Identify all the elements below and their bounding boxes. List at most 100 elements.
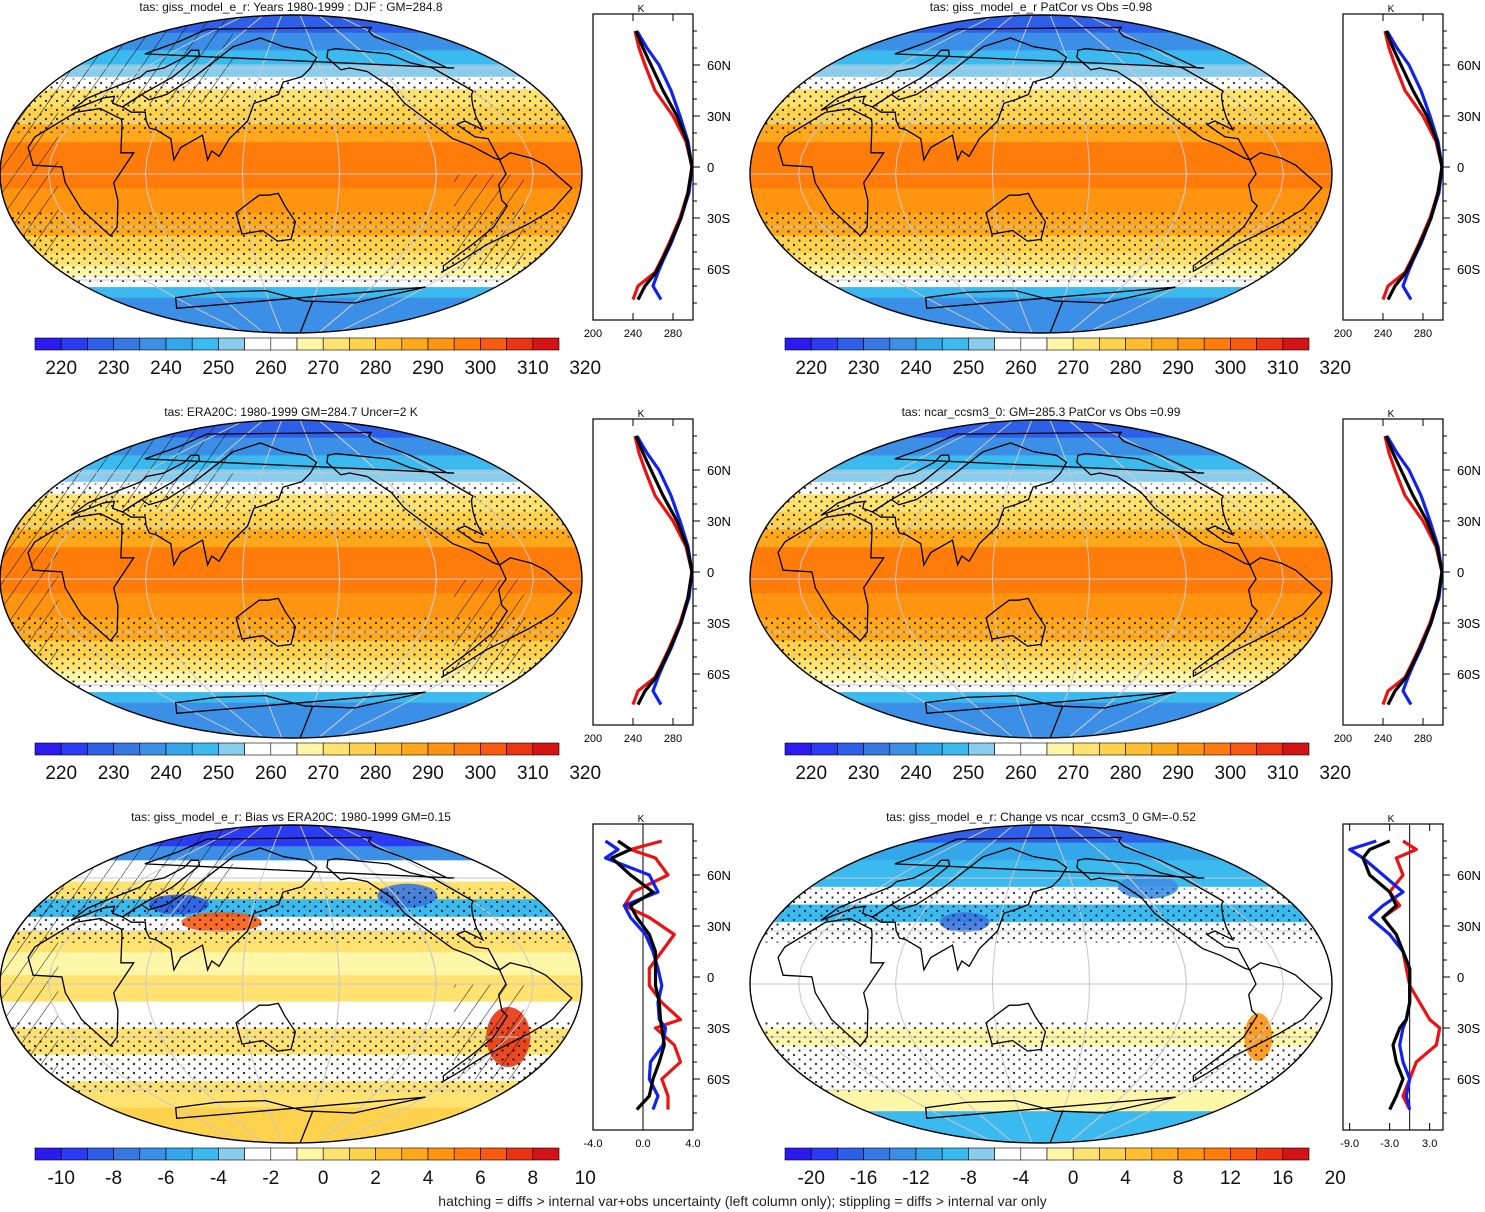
panel-title: tas: ERA20C: 1980-1999 GM=284.7 Uncer=2 … bbox=[164, 405, 417, 419]
profile-x-label: 240 bbox=[1374, 733, 1392, 745]
profile-x-label: -4.0 bbox=[584, 1138, 603, 1150]
colorbar-swatch bbox=[1203, 1147, 1231, 1161]
profile-series-black bbox=[634, 435, 694, 706]
graticule-lon bbox=[317, 825, 438, 1143]
colorbar-swatch bbox=[968, 742, 995, 756]
colorbar-swatch bbox=[375, 742, 403, 756]
colorbar-label: 290 bbox=[412, 358, 444, 379]
colorbar-swatch bbox=[427, 1147, 455, 1161]
colorbar: 220 230 240 250 260 270 280 290 300 310 320 bbox=[34, 742, 601, 784]
stippling-north bbox=[750, 483, 1332, 538]
colorbar-label: 260 bbox=[255, 763, 287, 784]
profile-lat-label: 0 bbox=[707, 970, 714, 985]
profile-lat-label: 60N bbox=[707, 463, 731, 478]
profile-lat-label: 0 bbox=[1457, 565, 1464, 580]
colorbar-swatch bbox=[1072, 337, 1100, 351]
colorbar-label: 0 bbox=[318, 1168, 329, 1189]
colorbar-swatch bbox=[401, 337, 429, 351]
colorbar-swatch bbox=[994, 742, 1022, 756]
colorbar-swatch bbox=[60, 337, 88, 351]
profile-lat-label: 0 bbox=[1457, 970, 1464, 985]
profile-lat-label: 60N bbox=[707, 868, 731, 883]
latitude-band bbox=[750, 1090, 1332, 1112]
colorbar-swatch bbox=[401, 1147, 429, 1161]
colorbar-label: 240 bbox=[900, 358, 932, 379]
latitude-band bbox=[750, 142, 1332, 189]
coastline-antarctica bbox=[174, 286, 426, 333]
profile-series-black bbox=[634, 30, 694, 301]
colorbar-swatch bbox=[87, 337, 114, 351]
profile-series-black bbox=[1361, 839, 1412, 1111]
colorbar-label: 2 bbox=[370, 1168, 381, 1189]
colorbar-swatch bbox=[1125, 1147, 1153, 1161]
colorbar-label: 16 bbox=[1272, 1168, 1293, 1189]
coastline-greenland bbox=[144, 26, 455, 69]
colorbar-swatch bbox=[139, 337, 167, 351]
map-frame bbox=[749, 14, 1333, 334]
colorbar-label: 230 bbox=[848, 763, 880, 784]
coastline-africa bbox=[777, 512, 885, 642]
coastline-namerica bbox=[1076, 452, 1251, 567]
profile-x-label: 280 bbox=[664, 328, 682, 340]
map-frame bbox=[749, 419, 1333, 739]
profile-unit: K bbox=[638, 4, 645, 15]
latitude-band bbox=[750, 702, 1332, 738]
profile-lat-label: 60S bbox=[707, 262, 730, 277]
latitude-band bbox=[750, 420, 1332, 439]
colorbar-label: 290 bbox=[412, 763, 444, 784]
map-panel bbox=[0, 824, 583, 1144]
profile-lat-label: 60N bbox=[1457, 868, 1481, 883]
graticule-lon bbox=[1086, 420, 1285, 738]
coastline-greenland bbox=[144, 836, 455, 879]
zonal-profile: K 60N 30N 0 30S 60S -4.0 0.0 4.0 bbox=[584, 814, 731, 1150]
colorbar-swatch bbox=[270, 742, 298, 756]
colorbar-swatch bbox=[1046, 742, 1074, 756]
colorbar-swatch bbox=[889, 742, 917, 756]
colorbar-swatch bbox=[1020, 742, 1048, 756]
colorbar-swatch bbox=[113, 742, 141, 756]
colorbar-swatch bbox=[1072, 742, 1100, 756]
profile-unit: K bbox=[1388, 814, 1395, 825]
colorbar-swatch bbox=[532, 742, 560, 756]
latitude-band bbox=[750, 32, 1332, 51]
profile-unit: K bbox=[1388, 409, 1395, 420]
colorbar-swatch bbox=[427, 742, 455, 756]
map-frame bbox=[0, 14, 583, 334]
stippling-north bbox=[750, 78, 1332, 133]
profile-lat-label: 30N bbox=[1457, 919, 1481, 934]
colorbar-label: -20 bbox=[797, 1168, 824, 1189]
map-field bbox=[0, 825, 582, 1143]
profile-x-label: 0.0 bbox=[635, 1138, 650, 1150]
colorbar-label: -6 bbox=[158, 1168, 175, 1189]
profile-x-label: 4.0 bbox=[685, 1138, 700, 1150]
zonal-profile: K 60N 30N 0 30S 60S 200 240 280 bbox=[584, 409, 731, 745]
colorbar-label: 290 bbox=[1162, 358, 1194, 379]
coastline-samerica bbox=[1192, 152, 1323, 273]
colorbar: 220 230 240 250 260 270 280 290 300 310 320 bbox=[784, 742, 1351, 784]
colorbar-swatch bbox=[60, 1147, 88, 1161]
profile-series-red bbox=[1381, 839, 1442, 1111]
colorbar-swatch bbox=[453, 337, 481, 351]
colorbar-swatch bbox=[401, 742, 429, 756]
colorbar-label: 320 bbox=[1319, 358, 1351, 379]
colorbar-swatch bbox=[1282, 742, 1310, 756]
latitude-band bbox=[0, 702, 582, 738]
colorbar-swatch bbox=[810, 337, 838, 351]
colorbar-swatch bbox=[784, 337, 812, 351]
colorbar-swatch bbox=[994, 1147, 1022, 1161]
latitude-band bbox=[0, 287, 582, 299]
coastline-antarctica bbox=[924, 1096, 1176, 1143]
stippling-south bbox=[750, 1022, 1332, 1093]
colorbar-swatch bbox=[375, 337, 403, 351]
latitude-band bbox=[0, 1107, 582, 1143]
latitude-band bbox=[0, 692, 582, 704]
profile-series-black bbox=[610, 839, 666, 1111]
colorbar-swatch bbox=[1256, 742, 1284, 756]
map-field bbox=[750, 825, 1332, 1143]
colorbar-swatch bbox=[863, 337, 891, 351]
colorbar-swatch bbox=[784, 1147, 812, 1161]
profile-series-black bbox=[1384, 435, 1444, 706]
graticule-lon bbox=[144, 420, 265, 738]
colorbar-swatch bbox=[87, 1147, 114, 1161]
colorbar-swatch bbox=[60, 742, 88, 756]
